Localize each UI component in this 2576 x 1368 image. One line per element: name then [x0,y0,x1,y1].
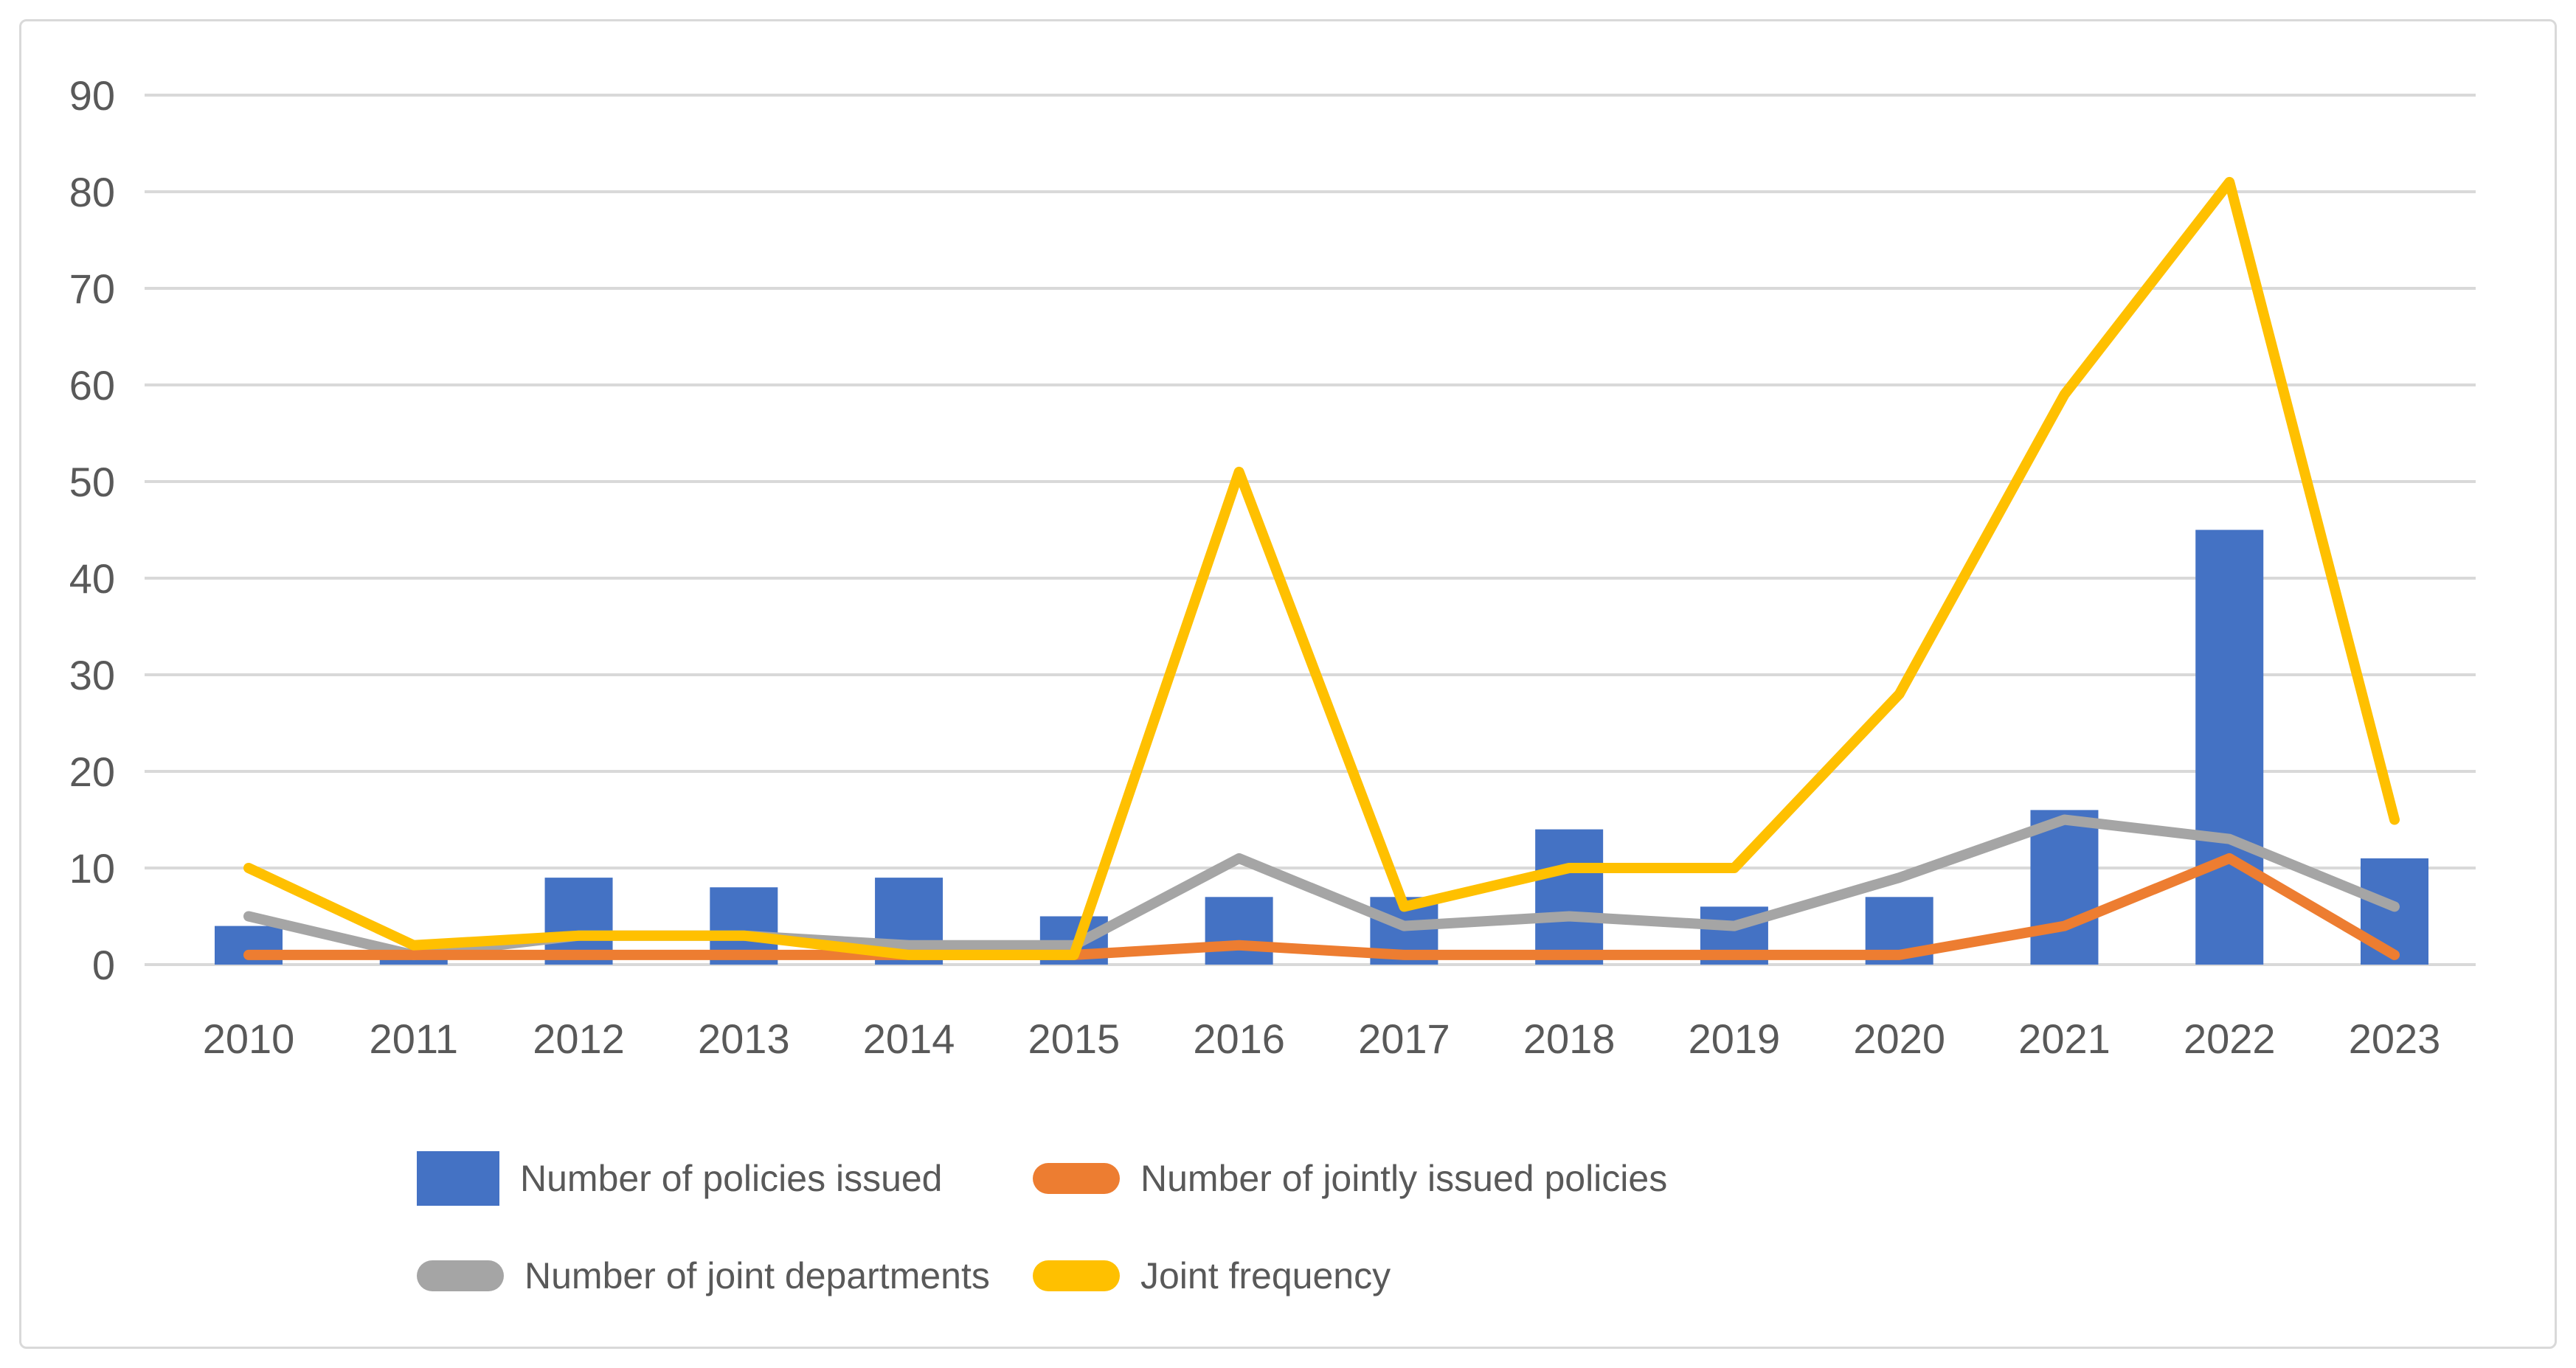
y-axis-tick-0: 0 [92,942,115,988]
legend-item-joint-departments: Number of joint departments [417,1254,1033,1297]
chart-frame [19,19,2557,1349]
x-axis-label-2014: 2014 [863,1015,955,1062]
x-axis-label-2010: 2010 [203,1015,295,1062]
x-axis-label-2013: 2013 [698,1015,790,1062]
x-axis-label-2020: 2020 [1853,1015,1945,1062]
chart-legend: Number of policies issued Number of join… [417,1142,2187,1336]
x-axis-label-2011: 2011 [370,1015,458,1062]
y-axis-tick-20: 20 [69,749,115,795]
line-series-3 [243,176,2400,960]
line-series-1 [243,853,2400,960]
legend-label-policies-issued: Number of policies issued [520,1158,943,1199]
bar-2018 [1535,829,1604,965]
x-axis-label-2015: 2015 [1028,1015,1121,1062]
legend-row-2: Number of joint departments Joint freque… [417,1239,2187,1313]
legend-swatch-policies-issued-icon [417,1151,499,1206]
y-axis-tick-70: 70 [69,265,115,312]
y-axis-tick-40: 40 [69,555,115,602]
legend-label-joint-departments: Number of joint departments [524,1255,990,1296]
y-axis-tick-80: 80 [69,169,115,215]
y-axis-tick-90: 90 [69,72,115,119]
x-axis-label-2018: 2018 [1523,1015,1616,1062]
x-axis-label-2021: 2021 [2018,1015,2111,1062]
bar-2016 [1205,897,1273,965]
legend-label-joint-frequency: Joint frequency [1140,1255,1391,1296]
legend-item-policies-issued: Number of policies issued [417,1151,1033,1206]
x-axis-label-2012: 2012 [533,1015,625,1062]
x-axis-label-2023: 2023 [2349,1015,2441,1062]
bar-2021 [2030,810,2099,965]
legend-swatch-joint-frequency-icon [1033,1260,1120,1291]
x-axis-label-2017: 2017 [1358,1015,1450,1062]
y-axis-tick-60: 60 [69,362,115,409]
x-axis-label-2016: 2016 [1193,1015,1285,1062]
legend-label-jointly-issued-policies: Number of jointly issued policies [1140,1158,1668,1199]
y-axis-tick-50: 50 [69,459,115,505]
x-axis-label-2019: 2019 [1689,1015,1781,1062]
legend-row-1: Number of policies issued Number of join… [417,1142,2187,1215]
bar-2022 [2195,530,2264,965]
legend-item-joint-frequency: Joint frequency [1033,1254,1391,1297]
x-axis-label-2022: 2022 [2184,1015,2276,1062]
y-axis-tick-10: 10 [69,845,115,892]
legend-swatch-joint-departments-icon [417,1260,504,1291]
legend-swatch-jointly-issued-policies-icon [1033,1163,1120,1194]
legend-item-jointly-issued-policies: Number of jointly issued policies [1033,1157,1667,1200]
y-axis-tick-30: 30 [69,652,115,698]
